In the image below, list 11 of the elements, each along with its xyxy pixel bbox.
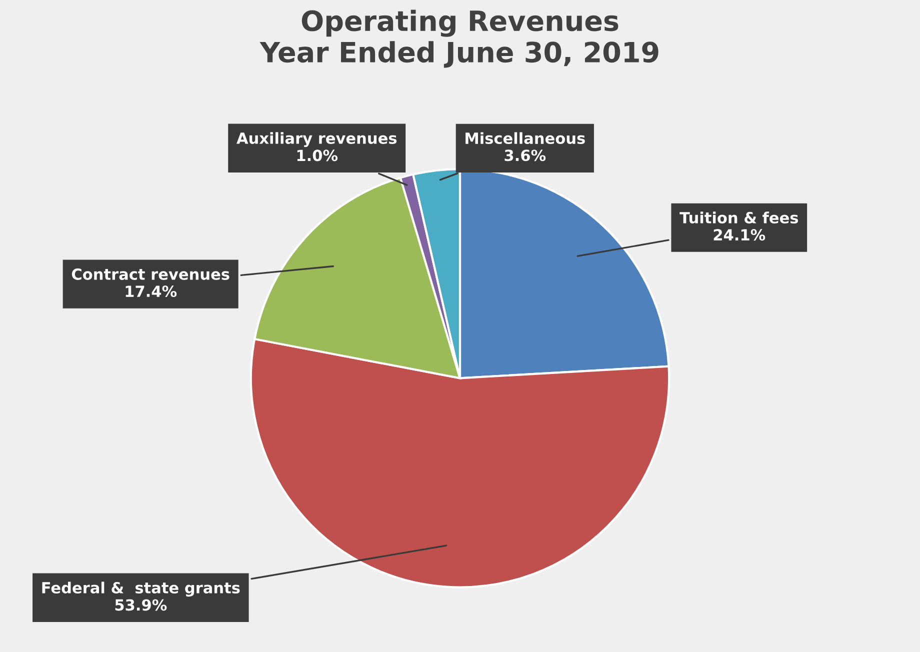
data-label: 17.4% <box>126 286 177 298</box>
data-label: 24.1% <box>714 229 766 241</box>
slice-label: Miscellaneous <box>466 132 585 144</box>
data-label: 3.6% <box>504 150 546 162</box>
slice-label: Contract revenues <box>72 268 230 280</box>
data-label: 53.9% <box>115 599 167 611</box>
chart-title: Operating Revenues Year Ended June 30, 2019 <box>260 10 658 68</box>
slice-label: Auxiliary revenues <box>236 132 397 148</box>
slice-label: Federal & state grants <box>42 582 240 597</box>
slice-label: Tuition & fees <box>680 212 798 224</box>
data-label: 1.0% <box>297 150 338 162</box>
